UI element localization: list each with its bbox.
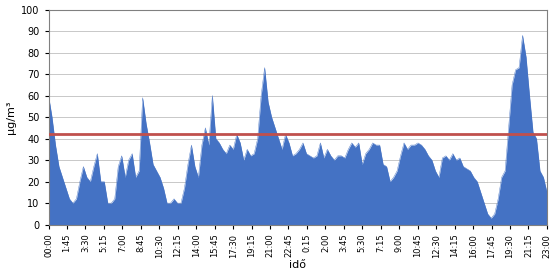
Y-axis label: µg/m³: µg/m³ (6, 100, 16, 134)
X-axis label: idő: idő (289, 261, 306, 270)
